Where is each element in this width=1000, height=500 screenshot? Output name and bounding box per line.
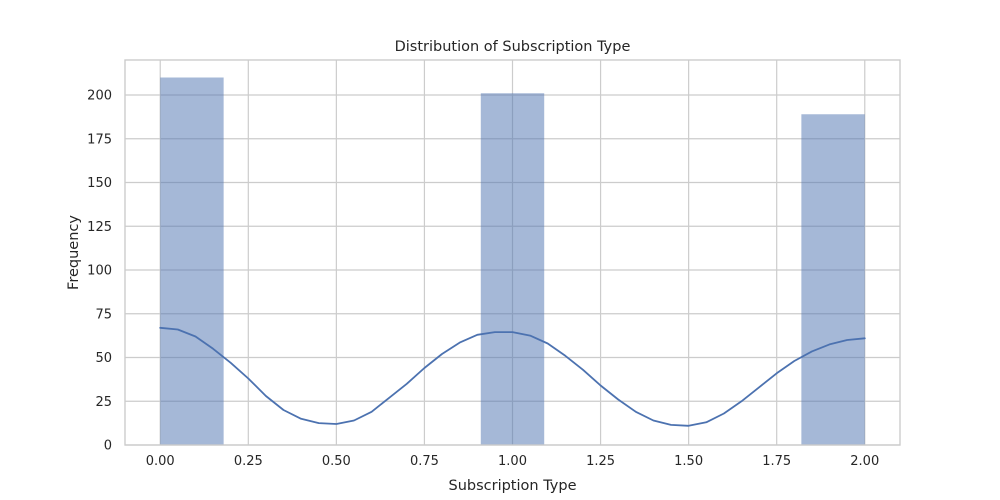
y-axis-label: Frequency [66, 215, 82, 290]
x-tick-label: 2.00 [850, 454, 879, 469]
histogram-bar-2 [801, 114, 865, 445]
x-tick-label: 0.50 [322, 454, 351, 469]
x-tick-label: 0.75 [410, 454, 439, 469]
y-tick-label: 50 [95, 351, 112, 366]
x-tick-label: 1.75 [762, 454, 791, 469]
x-tick-label: 0.00 [146, 454, 175, 469]
kde-curve-layer [159, 326, 866, 427]
y-tick-label: 125 [87, 220, 112, 235]
histogram-bar-0 [160, 77, 224, 445]
plot-frame [124, 59, 901, 446]
histogram-bars [160, 77, 865, 445]
x-tick-label: 1.00 [498, 454, 527, 469]
y-tick-labels: 0 25 50 75 100 125 150 175 200 [87, 89, 112, 454]
y-tick-label: 25 [95, 395, 112, 410]
x-tick-label: 0.25 [234, 454, 263, 469]
kde-curve [159, 326, 866, 427]
y-tick-label: 175 [87, 132, 112, 147]
y-tick-label: 150 [87, 176, 112, 191]
y-tick-label: 100 [87, 264, 112, 279]
y-tick-label: 0 [104, 439, 112, 454]
x-axis-label: Subscription Type [448, 478, 576, 494]
chart-title: Distribution of Subscription Type [395, 39, 631, 55]
y-tick-label: 75 [95, 307, 112, 322]
x-tick-labels: 0.00 0.25 0.50 0.75 1.00 1.25 1.50 1.75 2.00 [146, 454, 879, 469]
x-tick-label: 1.50 [674, 454, 703, 469]
y-tick-label: 200 [87, 89, 112, 104]
histogram-bar-1 [480, 93, 545, 445]
x-tick-label: 1.25 [586, 454, 615, 469]
